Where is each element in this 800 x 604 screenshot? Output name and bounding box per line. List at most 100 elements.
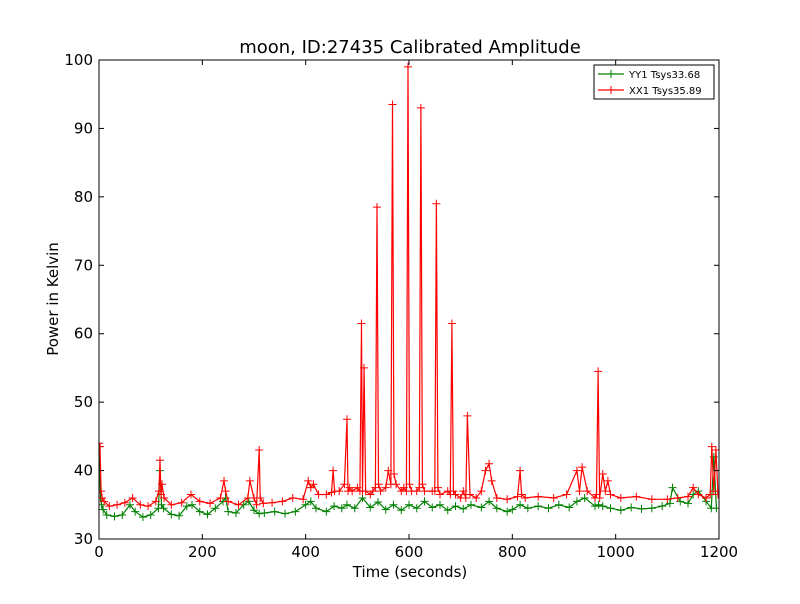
data-point-marker xyxy=(113,500,122,509)
x-tick-label: 600 xyxy=(395,543,424,561)
data-point-marker xyxy=(508,505,517,514)
x-tick-label: 0 xyxy=(94,543,104,561)
data-point-marker xyxy=(372,203,381,212)
y-tick-label: 50 xyxy=(74,393,93,411)
data-point-marker xyxy=(534,502,543,511)
chart-title: moon, ID:27435 Calibrated Amplitude xyxy=(239,37,581,58)
data-point-marker xyxy=(388,100,397,109)
data-point-marker xyxy=(492,504,501,513)
data-point-marker xyxy=(182,502,191,511)
y-tick-label: 40 xyxy=(74,462,93,480)
y-tick-label: 60 xyxy=(74,325,93,343)
data-point-marker xyxy=(256,493,265,502)
data-point-marker xyxy=(358,493,367,502)
data-point-marker xyxy=(447,319,456,328)
data-point-marker xyxy=(565,503,574,512)
data-point-marker xyxy=(231,508,240,517)
data-point-marker xyxy=(144,502,153,511)
data-point-marker xyxy=(335,487,344,496)
data-point-marker xyxy=(616,493,625,502)
data-point-marker xyxy=(312,504,320,513)
data-point-marker xyxy=(244,497,253,506)
data-point-marker xyxy=(591,502,599,511)
data-point-marker xyxy=(255,509,264,518)
data-point-marker xyxy=(304,476,313,485)
data-point-marker xyxy=(306,497,315,506)
data-point-marker xyxy=(177,498,186,507)
data-point-marker xyxy=(709,487,718,496)
data-point-marker xyxy=(99,439,103,448)
y-axis-label: Power in Kelvin xyxy=(44,242,62,356)
data-point-marker xyxy=(376,487,385,496)
data-point-marker xyxy=(186,490,195,499)
data-point-marker xyxy=(451,490,460,499)
data-point-marker xyxy=(384,466,393,475)
legend: YY1 Tsys33.68 XX1 Tsys35.89 xyxy=(593,64,715,100)
data-point-marker xyxy=(516,500,525,509)
data-point-marker xyxy=(575,487,584,496)
data-point-marker xyxy=(299,495,308,504)
data-point-marker xyxy=(216,493,225,502)
x-tick-label: 1000 xyxy=(597,543,635,561)
data-point-marker xyxy=(598,469,607,478)
data-point-marker xyxy=(549,493,558,502)
data-point-marker xyxy=(206,499,215,508)
data-point-marker xyxy=(234,500,243,509)
data-point-marker xyxy=(689,483,698,492)
data-point-marker xyxy=(451,502,460,511)
data-point-marker xyxy=(572,466,581,475)
data-point-marker xyxy=(578,463,587,472)
data-point-marker xyxy=(259,499,268,508)
data-point-marker xyxy=(412,504,421,513)
data-point-marker xyxy=(461,493,470,502)
data-point-marker xyxy=(203,510,212,519)
data-point-marker xyxy=(146,511,155,520)
data-point-marker xyxy=(220,476,229,485)
data-point-marker xyxy=(485,497,494,506)
data-point-marker xyxy=(126,500,134,509)
data-point-marker xyxy=(647,504,656,513)
data-point-marker xyxy=(503,507,512,516)
data-point-marker xyxy=(381,505,390,514)
data-point-marker xyxy=(668,483,677,492)
data-point-marker xyxy=(151,497,160,506)
data-point-marker xyxy=(138,513,147,522)
data-point-marker xyxy=(390,469,399,478)
data-point-marker xyxy=(594,367,603,376)
data-point-marker xyxy=(405,500,413,509)
data-point-marker xyxy=(606,504,615,513)
data-point-marker xyxy=(436,500,444,509)
data-point-marker xyxy=(389,500,398,509)
data-point-marker xyxy=(477,487,486,496)
series-line xyxy=(99,66,719,507)
data-point-marker xyxy=(322,507,331,516)
data-point-marker xyxy=(647,495,656,504)
data-point-marker xyxy=(314,490,323,499)
data-point-marker xyxy=(340,480,349,489)
data-point-marker xyxy=(245,476,254,485)
data-point-marker xyxy=(521,493,530,502)
x-tick-label: 400 xyxy=(291,543,320,561)
data-point-marker xyxy=(594,500,603,509)
data-point-marker xyxy=(224,497,233,506)
data-point-marker xyxy=(392,480,401,489)
data-point-marker xyxy=(706,490,715,499)
data-point-marker xyxy=(309,480,318,489)
legend-box xyxy=(593,64,715,100)
data-point-marker xyxy=(694,490,703,499)
data-point-marker xyxy=(105,502,114,511)
data-point-marker xyxy=(449,487,458,496)
data-point-marker xyxy=(374,498,382,507)
data-point-marker xyxy=(366,503,375,512)
data-point-marker xyxy=(136,500,145,509)
data-point-marker xyxy=(343,500,351,509)
data-point-marker xyxy=(211,504,220,513)
data-point-marker xyxy=(403,62,412,71)
data-point-marker xyxy=(167,500,176,509)
data-point-marker xyxy=(188,500,196,509)
data-point-marker xyxy=(278,497,287,506)
data-point-marker xyxy=(436,490,444,499)
data-point-marker xyxy=(583,487,592,496)
data-point-marker xyxy=(433,483,442,492)
data-point-marker xyxy=(616,506,625,515)
